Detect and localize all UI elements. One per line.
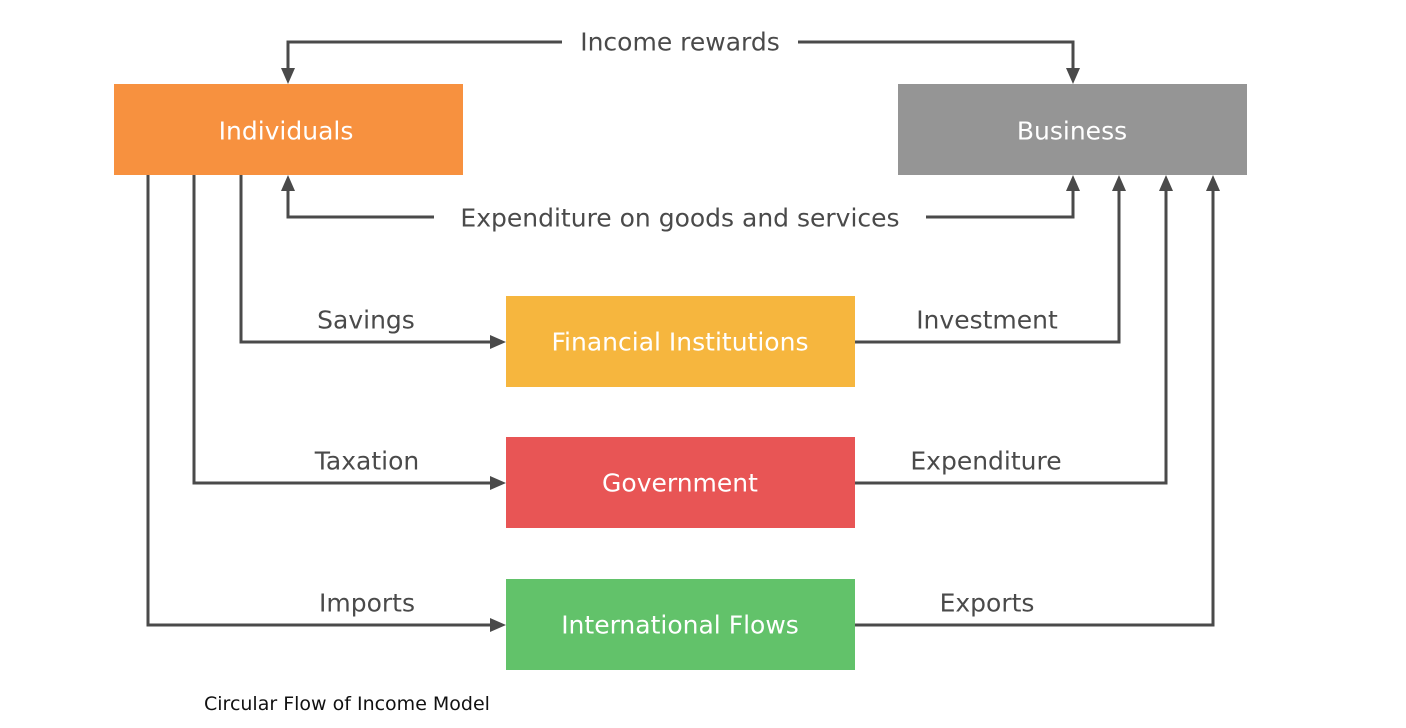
node-individuals: Individuals — [114, 84, 463, 175]
node-international-flows-label: International Flows — [561, 611, 799, 640]
node-individuals-box — [114, 84, 463, 175]
flow-label-imports: Imports — [319, 589, 415, 618]
flow-label-investment: Investment — [916, 306, 1058, 335]
expenditure-goods-line-left — [286, 190, 434, 219]
arrowhead-investment-to-business — [1112, 175, 1126, 191]
expenditure-line — [855, 190, 1168, 485]
node-business-box — [898, 84, 1247, 175]
arrowhead-income-to-business — [1066, 68, 1080, 84]
node-government-label: Government — [602, 469, 758, 498]
arrowhead-imports-to-international — [490, 618, 506, 632]
node-individuals-label: Individuals — [219, 117, 354, 146]
expenditure-goods-line-right — [926, 190, 1075, 219]
node-government-box — [506, 437, 855, 528]
flow-label-expenditure: Expenditure — [910, 447, 1061, 476]
flow-label-exports: Exports — [940, 589, 1035, 618]
income-rewards-line-left — [286, 40, 562, 68]
flow-label-savings: Savings — [317, 306, 415, 335]
node-financial-institutions-label: Financial Institutions — [552, 328, 809, 357]
arrowhead-savings-to-financial — [490, 335, 506, 349]
arrowhead-expenditure-to-business — [1066, 175, 1080, 191]
savings-line — [239, 175, 494, 344]
node-financial-institutions-box — [506, 296, 855, 387]
arrowhead-exports-to-business — [1206, 175, 1220, 191]
flow-labels: Income rewards Expenditure on goods and … — [314, 28, 1062, 618]
arrowhead-expenditure-to-individuals — [281, 175, 295, 191]
connector-lines — [146, 40, 1215, 627]
node-business-label: Business — [1017, 117, 1127, 146]
arrowheads — [281, 68, 1220, 632]
arrowhead-taxation-to-government — [490, 476, 506, 490]
flow-label-expenditure-goods-services: Expenditure on goods and services — [460, 204, 899, 233]
imports-line — [146, 175, 494, 627]
node-government: Government — [506, 437, 855, 528]
exports-line — [855, 190, 1215, 627]
income-rewards-line-right — [798, 40, 1075, 68]
arrowhead-expenditure-gov-to-business — [1159, 175, 1173, 191]
node-financial-institutions: Financial Institutions — [506, 296, 855, 387]
flow-label-income-rewards: Income rewards — [580, 28, 780, 57]
arrowhead-income-to-individuals — [281, 68, 295, 84]
taxation-line — [192, 175, 494, 485]
investment-line — [855, 190, 1121, 344]
diagram-caption: Circular Flow of Income Model — [204, 693, 490, 715]
node-international-flows-box — [506, 579, 855, 670]
node-international-flows: International Flows — [506, 579, 855, 670]
flow-label-taxation: Taxation — [314, 447, 419, 476]
node-business: Business — [898, 84, 1247, 175]
